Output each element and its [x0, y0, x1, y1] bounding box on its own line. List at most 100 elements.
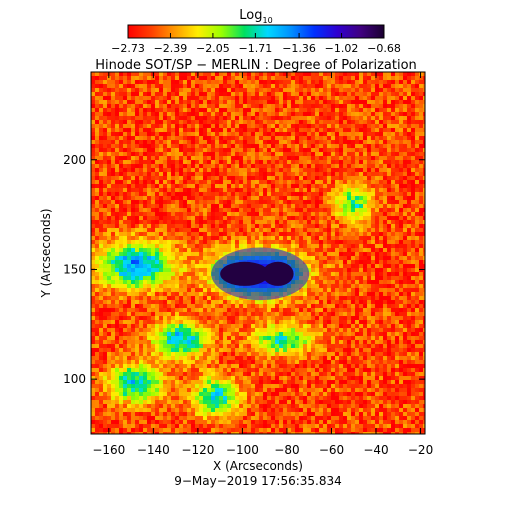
map-cell — [207, 180, 211, 184]
map-cell — [203, 200, 207, 204]
map-cell — [167, 124, 171, 128]
map-cell — [331, 252, 335, 256]
map-cell — [151, 308, 155, 312]
map-cell — [299, 224, 303, 228]
map-cell — [311, 236, 315, 240]
map-cell — [339, 152, 343, 156]
map-cell — [91, 96, 95, 100]
map-cell — [379, 108, 383, 112]
map-cell — [407, 196, 411, 200]
map-cell — [275, 304, 279, 308]
map-cell — [163, 100, 167, 104]
map-cell — [219, 108, 223, 112]
map-cell — [199, 228, 203, 232]
map-cell — [135, 176, 139, 180]
map-cell — [339, 140, 343, 144]
map-cell — [183, 84, 187, 88]
map-cell — [347, 112, 351, 116]
map-cell — [415, 188, 419, 192]
map-cell — [179, 264, 183, 268]
map-cell — [231, 108, 235, 112]
map-cell — [283, 172, 287, 176]
map-cell — [163, 228, 167, 232]
map-cell — [91, 224, 95, 228]
map-cell — [391, 136, 395, 140]
map-cell — [191, 248, 195, 252]
map-cell — [147, 96, 151, 100]
map-cell — [395, 272, 399, 276]
map-cell — [231, 104, 235, 108]
map-cell — [411, 156, 415, 160]
map-cell — [363, 132, 367, 136]
map-cell — [359, 216, 363, 220]
map-cell — [407, 108, 411, 112]
map-cell — [307, 172, 311, 176]
map-cell — [111, 152, 115, 156]
map-cell — [219, 96, 223, 100]
map-cell — [95, 116, 99, 120]
map-cell — [103, 304, 107, 308]
map-cell — [403, 172, 407, 176]
map-cell — [343, 96, 347, 100]
map-cell — [375, 204, 379, 208]
map-cell — [419, 148, 423, 152]
map-cell — [187, 196, 191, 200]
map-cell — [363, 124, 367, 128]
map-cell — [275, 164, 279, 168]
map-cell — [239, 192, 243, 196]
map-cell — [167, 92, 171, 96]
map-cell — [367, 304, 371, 308]
map-cell — [423, 104, 425, 108]
map-cell — [187, 156, 191, 160]
map-cell — [295, 184, 299, 188]
map-cell — [407, 300, 411, 304]
map-cell — [123, 108, 127, 112]
map-cell — [259, 128, 263, 132]
map-cell — [307, 280, 311, 284]
map-cell — [291, 168, 295, 172]
map-cell — [399, 196, 403, 200]
map-cell — [391, 164, 395, 168]
map-cell — [267, 164, 271, 168]
map-cell — [151, 120, 155, 124]
map-cell — [135, 148, 139, 152]
map-cell — [291, 172, 295, 176]
map-cell — [347, 172, 351, 176]
map-cell — [199, 236, 203, 240]
map-cell — [171, 116, 175, 120]
map-cell — [155, 188, 159, 192]
map-cell — [187, 132, 191, 136]
map-cell — [303, 244, 307, 248]
map-cell — [363, 172, 367, 176]
map-cell — [183, 196, 187, 200]
map-cell — [107, 260, 111, 264]
map-cell — [399, 188, 403, 192]
map-cell — [183, 104, 187, 108]
map-cell — [239, 112, 243, 116]
map-cell — [187, 236, 191, 240]
map-cell — [403, 208, 407, 212]
map-cell — [291, 220, 295, 224]
map-cell — [235, 152, 239, 156]
map-cell — [299, 124, 303, 128]
map-cell — [287, 132, 291, 136]
map-cell — [263, 124, 267, 128]
map-cell — [375, 92, 379, 96]
map-cell — [195, 208, 199, 212]
map-cell — [379, 264, 383, 268]
map-cell — [355, 72, 359, 76]
map-cell — [171, 112, 175, 116]
map-cell — [171, 228, 175, 232]
map-cell — [91, 120, 95, 124]
map-cell — [359, 124, 363, 128]
map-cell — [155, 96, 159, 100]
map-cell — [195, 200, 199, 204]
map-cell — [91, 84, 95, 88]
map-cell — [331, 144, 335, 148]
map-cell — [207, 132, 211, 136]
map-cell — [419, 124, 423, 128]
map-cell — [99, 308, 103, 312]
map-cell — [111, 128, 115, 132]
map-cell — [179, 124, 183, 128]
map-cell — [131, 132, 135, 136]
